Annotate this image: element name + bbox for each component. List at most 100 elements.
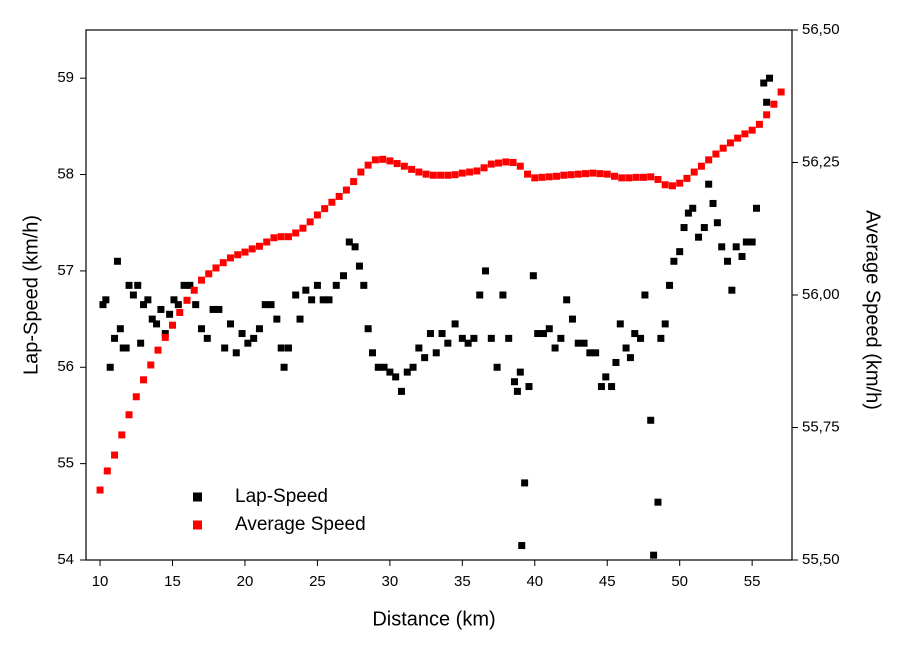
point [161,330,169,338]
point [524,170,532,178]
point [557,334,565,342]
point [713,219,721,227]
y2-tick-label: 56,50 [802,21,840,38]
point [244,339,252,347]
point [350,178,358,186]
x-tick-label: 55 [744,573,761,590]
point [345,238,353,246]
point [154,346,162,354]
point [451,320,459,328]
point [654,498,662,506]
point [473,167,481,175]
x-tick-label: 20 [237,573,254,590]
point [763,111,771,119]
point [284,344,292,352]
point [464,339,472,347]
point [516,162,524,170]
point [451,171,459,179]
point [302,286,310,294]
point [306,218,314,226]
point [760,79,768,87]
point [777,88,785,96]
x-tick-label: 30 [382,573,399,590]
point [560,171,568,179]
point [689,204,697,212]
point [174,301,182,309]
point [250,334,258,342]
point [551,344,559,352]
point [190,286,198,294]
point [580,339,588,347]
y-tick-label: 58 [57,166,74,183]
point [392,373,400,381]
point [487,160,495,168]
point [111,451,119,459]
point [144,296,152,304]
point [140,376,148,384]
point [267,301,275,309]
legend-label: Lap-Speed [235,486,328,507]
point [632,173,640,181]
point [728,286,736,294]
point [328,198,336,206]
y-tick-label: 54 [57,551,74,568]
point [364,161,372,169]
point [408,165,416,173]
point [313,211,321,219]
point [157,305,165,313]
point [299,224,307,232]
point [102,296,110,304]
point [712,150,720,158]
point [335,192,343,200]
point [415,344,423,352]
point [340,272,348,280]
point [513,387,521,395]
point [118,431,126,439]
y-tick-label: 55 [57,455,74,472]
point [626,354,634,362]
y2-tick-label: 55,75 [802,418,840,435]
point [545,325,553,333]
point [470,334,478,342]
point [284,233,292,241]
point [567,171,575,179]
x-tick-label: 25 [309,573,326,590]
point [518,542,526,550]
point [273,315,281,323]
point [421,354,429,362]
point [738,252,746,260]
point [321,205,329,213]
y2-tick-label: 55,50 [802,551,840,568]
point [125,281,133,289]
point [106,363,114,371]
legend-marker [193,520,202,530]
point [582,170,590,178]
point [510,378,518,386]
point [129,291,137,299]
point [409,363,417,371]
point [458,334,466,342]
point [176,308,184,316]
point [209,305,217,313]
point [248,245,256,253]
point [351,243,359,251]
x-tick-label: 45 [599,573,616,590]
point [437,171,445,179]
point [205,270,213,278]
x-tick-label: 10 [92,573,109,590]
point [103,467,111,475]
point [531,174,539,182]
point [183,296,191,304]
point [748,238,756,246]
point [125,411,133,419]
point [766,74,774,82]
point [586,349,594,357]
point [342,186,350,194]
point [755,120,763,128]
point [612,358,620,366]
point [539,330,547,338]
point [616,320,624,328]
point [166,310,174,318]
point [432,349,440,357]
point [458,169,466,177]
